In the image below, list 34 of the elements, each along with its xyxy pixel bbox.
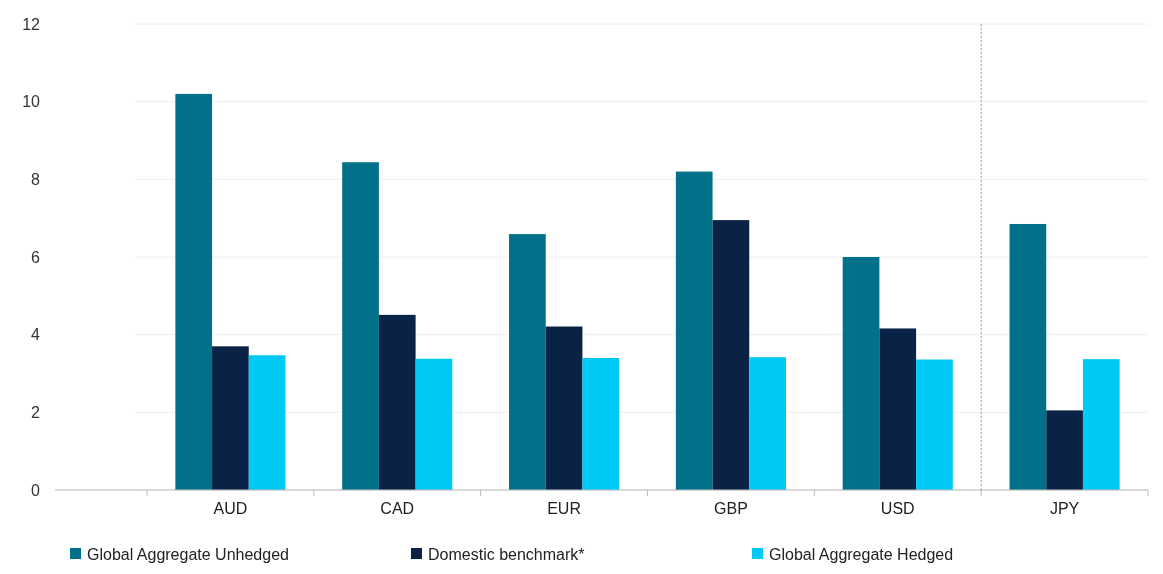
- bar: [879, 328, 917, 490]
- bar: [582, 357, 620, 490]
- bar: [712, 220, 750, 490]
- legend-label: Domestic benchmark*: [428, 545, 585, 563]
- bar: [509, 234, 546, 490]
- bar: [675, 171, 713, 490]
- y-tick-label: 2: [31, 403, 41, 421]
- x-tick-label: CAD: [380, 500, 415, 517]
- y-tick-label: 8: [31, 170, 41, 188]
- bar: [175, 93, 213, 490]
- bar: [842, 257, 880, 490]
- bar: [415, 358, 453, 490]
- bar: [1082, 359, 1120, 490]
- x-tick-label: JPY: [1049, 500, 1080, 517]
- y-tick-label: 12: [22, 15, 41, 33]
- bar: [1046, 410, 1083, 490]
- bar: [1009, 223, 1047, 490]
- y-tick-label: 10: [22, 93, 41, 111]
- y-tick-label: 6: [31, 248, 41, 266]
- legend-label: Global Aggregate Hedged: [769, 545, 954, 563]
- bar: [749, 357, 786, 490]
- x-tick-label: EUR: [547, 500, 581, 517]
- bar: [916, 359, 953, 490]
- bar: [378, 314, 416, 490]
- x-tick-label: GBP: [714, 500, 748, 517]
- legend-label: Global Aggregate Unhedged: [87, 545, 289, 563]
- x-tick-label: USD: [880, 500, 915, 517]
- y-tick-label: 0: [31, 481, 41, 499]
- x-tick-label: AUD: [213, 500, 248, 517]
- bar: [545, 326, 583, 490]
- y-tick-label: 4: [31, 326, 41, 344]
- bar: [212, 346, 249, 490]
- bar: [248, 355, 286, 490]
- bar: [342, 162, 379, 490]
